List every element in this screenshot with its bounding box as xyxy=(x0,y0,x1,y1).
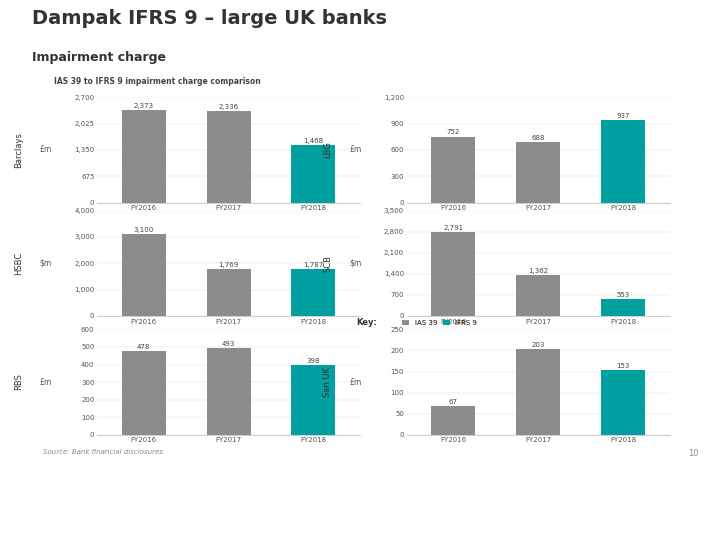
Text: IAS 39 to IFRS 9 impairment charge comparison: IAS 39 to IFRS 9 impairment charge compa… xyxy=(54,77,261,85)
Bar xyxy=(431,407,475,435)
Text: 553: 553 xyxy=(616,292,629,298)
Text: 67: 67 xyxy=(449,399,458,405)
Text: Analysis of the initial impact on the large UK banks, July 2019: Analysis of the initial impact on the la… xyxy=(11,526,248,535)
Text: San UK: San UK xyxy=(323,367,333,397)
Text: 752: 752 xyxy=(447,129,460,135)
Text: 493: 493 xyxy=(222,341,235,347)
Bar xyxy=(601,299,645,316)
Text: Key:: Key: xyxy=(356,318,377,327)
Text: 1,769: 1,769 xyxy=(218,262,239,268)
Text: 203: 203 xyxy=(531,342,545,348)
Bar xyxy=(516,142,560,202)
Text: 398: 398 xyxy=(307,357,320,363)
Legend: IAS 39, IFRS 9: IAS 39, IFRS 9 xyxy=(400,317,480,329)
Bar xyxy=(601,370,645,435)
Bar xyxy=(431,137,475,202)
Text: SCB: SCB xyxy=(323,255,333,272)
Bar xyxy=(601,120,645,202)
Text: 937: 937 xyxy=(616,113,630,119)
Text: £m: £m xyxy=(349,145,361,154)
Bar xyxy=(292,269,336,316)
Bar xyxy=(207,111,251,202)
Bar xyxy=(122,351,166,435)
Bar xyxy=(122,234,166,316)
Text: 1,787: 1,787 xyxy=(303,261,323,268)
Bar xyxy=(516,349,560,435)
Bar xyxy=(207,348,251,435)
Text: 2,791: 2,791 xyxy=(444,225,464,231)
Bar xyxy=(207,269,251,316)
Text: $m: $m xyxy=(40,259,52,268)
Text: 10: 10 xyxy=(688,449,698,458)
Text: Impairment charge: Impairment charge xyxy=(32,51,166,64)
Text: 688: 688 xyxy=(531,135,545,141)
Text: Barclays: Barclays xyxy=(14,132,23,168)
Text: 153: 153 xyxy=(616,363,630,369)
Bar xyxy=(516,275,560,316)
Text: Dampak IFRS 9 – large UK banks: Dampak IFRS 9 – large UK banks xyxy=(32,9,387,28)
Text: 2,373: 2,373 xyxy=(134,103,154,109)
Text: £m: £m xyxy=(40,377,52,387)
Bar xyxy=(292,365,336,435)
Text: HSBC: HSBC xyxy=(14,252,23,275)
Text: 478: 478 xyxy=(137,343,150,349)
Text: $m: $m xyxy=(349,259,361,268)
Text: 1,362: 1,362 xyxy=(528,268,548,274)
Text: RBS: RBS xyxy=(14,374,23,390)
Text: LBG: LBG xyxy=(323,141,333,158)
Text: After the first year of IFRS 9: After the first year of IFRS 9 xyxy=(11,509,156,518)
Bar xyxy=(292,145,336,202)
Text: Source: Bank financial disclosures: Source: Bank financial disclosures xyxy=(43,449,163,455)
Bar xyxy=(122,110,166,202)
Text: 1,468: 1,468 xyxy=(303,138,323,144)
Text: 2,336: 2,336 xyxy=(219,104,238,110)
Text: £m: £m xyxy=(40,145,52,154)
Bar xyxy=(431,232,475,316)
Text: 3,100: 3,100 xyxy=(134,227,154,233)
Text: £m: £m xyxy=(349,377,361,387)
